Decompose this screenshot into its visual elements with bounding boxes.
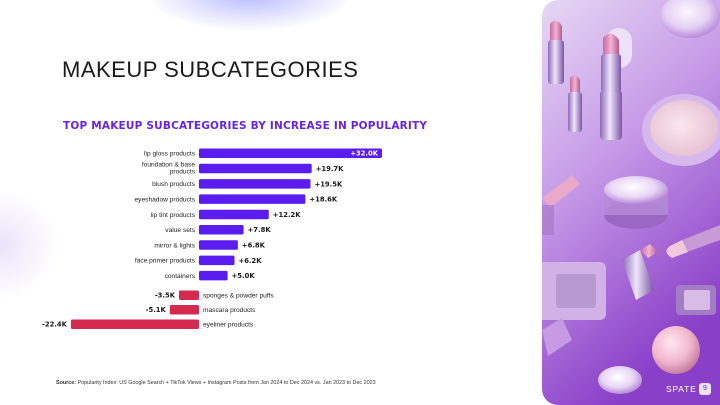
bar-chart: lip gloss products +32.0K foundation & bas… (42, 148, 382, 329)
category-label: blush products (152, 181, 196, 188)
category-label: foundation & base products (142, 162, 196, 176)
page-number: 9 (699, 383, 711, 395)
chart-title: TOP MAKEUP SUBCATEGORIES BY INCREASE IN … (63, 120, 428, 132)
cosmetics-illustration (542, 0, 720, 405)
bar (199, 194, 306, 204)
data-label: -3.5K (155, 292, 176, 300)
data-label: +32.0K (350, 150, 378, 158)
data-label: -5.1K (146, 306, 167, 314)
bar (199, 179, 311, 189)
data-label: +6.2K (239, 257, 263, 265)
data-label: +19.7K (316, 165, 344, 173)
data-label: +19.5K (315, 180, 343, 188)
source-note: Source: Popularity Index: US Google Sear… (56, 380, 376, 386)
bar (199, 240, 238, 250)
data-label: +18.6K (309, 196, 337, 204)
brand-logo: SPATE (666, 384, 697, 394)
category-label: lip tint products (151, 212, 196, 219)
data-label: -22.4K (42, 321, 68, 329)
category-label: value sets (165, 227, 195, 234)
bar (169, 305, 199, 315)
category-label: lip gloss products (144, 151, 196, 158)
data-label: +5.0K (232, 272, 256, 280)
bar (199, 163, 312, 174)
bar (70, 319, 200, 329)
bar (199, 270, 228, 281)
source-label: Source: (56, 380, 77, 386)
bar (199, 255, 235, 266)
slide-title: MAKEUP SUBCATEGORIES (62, 57, 359, 82)
bar (199, 209, 269, 220)
source-text: Popularity Index: US Google Search + Tik… (77, 380, 376, 386)
category-label: mirror & lights (154, 242, 195, 249)
data-label: +6.8K (242, 242, 266, 250)
data-label: +7.8K (248, 226, 272, 234)
category-label: face primer products (135, 258, 196, 265)
category-label: eyeliner products (203, 322, 254, 329)
category-label: mascara products (203, 307, 256, 314)
data-label: +12.2K (273, 211, 301, 219)
category-label: containers (165, 273, 196, 280)
category-label: eyeshadow products (135, 197, 196, 204)
cosmetics-photo (542, 0, 720, 405)
category-label: sponges & powder puffs (203, 293, 274, 300)
bar (199, 225, 244, 235)
bar (179, 290, 199, 300)
bar (199, 148, 382, 158)
